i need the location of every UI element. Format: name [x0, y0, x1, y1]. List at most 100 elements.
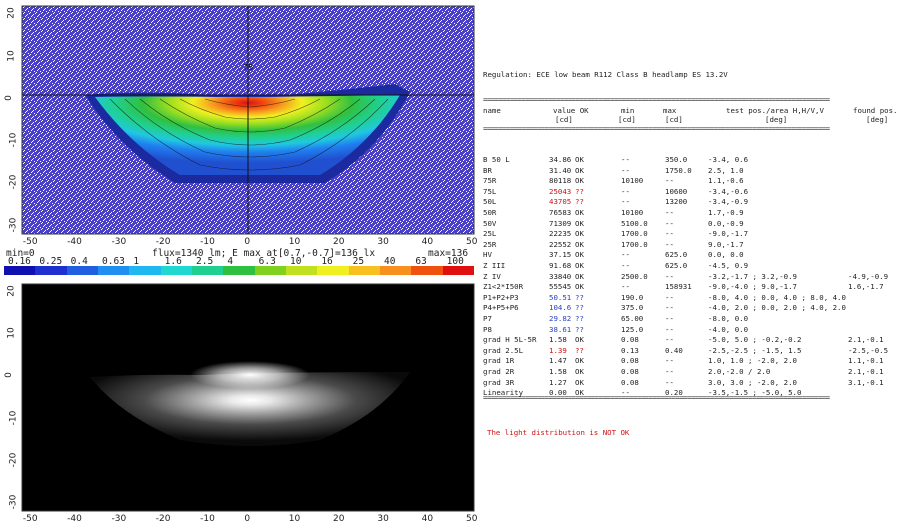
row-value: 0.00 — [549, 388, 567, 398]
unit-max: [cd] — [665, 115, 683, 124]
unit-test: [deg] — [765, 115, 788, 124]
row-min: -- — [621, 250, 630, 260]
col-found: found pos. — [853, 106, 898, 115]
x-tick-label: -20 — [155, 237, 171, 247]
result-row: 75L 25043?? -- 10600 -3.4,-0.6 — [483, 187, 893, 197]
x-tick-label: -30 — [111, 514, 127, 524]
row-name: P1+P2+P3 — [483, 292, 519, 302]
y-tick-label: 10 — [6, 327, 17, 340]
row-value: 31.40 — [549, 165, 572, 175]
result-row: grad 2R 1.58 OK 0.08 -- 2.0,-2.0 / 2.0 2.1,-0.… — [483, 367, 893, 377]
colorbar-swatch — [129, 266, 161, 275]
result-row: Z IV 33840 OK 2500.0 -- -3.2,-1.7 ; 3.2,-0.9 -… — [483, 272, 893, 282]
row-min: -- — [621, 155, 630, 164]
row-min: 125.0 — [621, 324, 644, 334]
result-row: Z III 91.68 OK -- 625.0 -4.5, 0.9 — [483, 261, 893, 271]
colorbar-label: 4 — [227, 256, 234, 267]
result-row: 50L 43705?? -- 13200 -3.4,-0.9 — [483, 197, 893, 207]
colorbar-label: 1.6 — [164, 256, 182, 267]
result-row: P1+P2+P3 50.51?? 190.0 -- -8.0, 4.0 ; 0.0, 4… — [483, 293, 893, 303]
result-row: HV 37.15 OK -- 625.0 0.0, 0.0 — [483, 250, 893, 260]
row-name: HV — [483, 250, 492, 260]
result-row: grad 3R 1.27 OK 0.08 -- 3.0, 3.0 ; -2.0, 2.0 3… — [483, 378, 893, 388]
colorbar-swatch — [4, 266, 36, 275]
row-value: 37.15 — [549, 250, 572, 260]
row-min: 5100.0 — [621, 218, 648, 228]
row-value: 1.58 — [549, 335, 567, 345]
row-max: -- — [665, 218, 674, 228]
row-ok: ?? — [575, 292, 584, 302]
result-row: P7 29.82?? 65.00 -- -8.0, 0.0 — [483, 314, 893, 324]
result-row: BR 31.40 OK -- 1750.0 2.5, 1.0 — [483, 166, 893, 176]
row-max: 1750.0 — [665, 165, 692, 175]
verdict-text: The light distribution is NOT OK — [487, 428, 630, 437]
row-max: -- — [665, 292, 674, 302]
colorbar-label: 6.3 — [258, 256, 276, 267]
colorbar — [4, 266, 474, 275]
colorbar-swatch — [317, 266, 349, 275]
colorbar-swatch — [254, 266, 286, 275]
colorbar-label: 0.16 — [8, 256, 31, 267]
row-ok: OK — [575, 165, 584, 175]
units-row: [cd] [cd] [cd] [deg] [deg] — [483, 115, 893, 125]
row-test: -3.2,-1.7 ; 3.2,-0.9 — [708, 271, 797, 281]
row-name: grad 2R — [483, 367, 515, 376]
row-test: 1.1,-0.6 — [708, 176, 744, 186]
col-max: max — [663, 106, 677, 115]
y-tick-label: -30 — [8, 217, 19, 232]
row-found: 1.1,-0.1 — [848, 356, 884, 366]
row-ok: OK — [575, 356, 584, 366]
row-ok: OK — [575, 229, 584, 239]
y-tick-label: 20 — [6, 7, 17, 20]
row-test: 1.7,-0.9 — [708, 208, 744, 217]
row-value: 76583 — [549, 208, 572, 217]
row-test: 3.0, 3.0 ; -2.0, 2.0 — [708, 377, 797, 387]
result-row: Z1<2*I50R 55545 OK -- 158931 -9.0,-4.0 ; 9.0,… — [483, 282, 893, 292]
x-tick-label: -50 — [22, 237, 38, 247]
unit-min: [cd] — [618, 115, 636, 124]
row-max: 158931 — [665, 282, 692, 292]
row-value: 22552 — [549, 239, 572, 249]
row-min: 10100 — [621, 208, 644, 217]
row-ok: OK — [575, 208, 584, 217]
row-value: 25043 — [549, 186, 572, 196]
x-tick-label: -40 — [67, 237, 82, 247]
row-test: -4.0, 0.0 — [708, 324, 749, 334]
row-test: -4.5, 0.9 — [708, 261, 749, 270]
unit-found: [deg] — [866, 115, 889, 124]
row-name: Z IV — [483, 271, 501, 281]
y-tick-label: 0 — [3, 95, 14, 101]
row-value: 38.61 — [549, 324, 572, 334]
row-test: 2.5, 1.0 — [708, 165, 744, 175]
row-min: 1700.0 — [621, 239, 648, 249]
row-min: 0.08 — [621, 377, 639, 387]
result-row: grad 1R 1.47 OK 0.08 -- 1.0, 1.0 ; -2.0, 2.0 1… — [483, 356, 893, 366]
row-value: 33840 — [549, 271, 572, 281]
row-min: 0.08 — [621, 367, 639, 376]
colorbar-label: 0.4 — [70, 256, 88, 267]
x-tick-label: -40 — [67, 514, 82, 524]
row-value: 1.47 — [549, 356, 567, 366]
luminance-svg — [21, 283, 475, 512]
row-min: 1700.0 — [621, 229, 648, 239]
row-ok: OK — [575, 367, 584, 376]
row-value: 34.86 — [549, 155, 572, 164]
row-test: -8.0, 0.0 — [708, 314, 749, 323]
y-tick-label: -10 — [8, 410, 19, 425]
result-row: P8 38.61?? 125.0 -- -4.0, 0.0 — [483, 325, 893, 335]
x-tick-label: 0 — [244, 514, 251, 524]
row-ok: ?? — [575, 197, 584, 207]
row-max: 10600 — [665, 186, 688, 196]
row-min: 190.0 — [621, 292, 644, 302]
row-min: 65.00 — [621, 314, 644, 323]
row-name: 75R — [483, 176, 497, 186]
y-tick-label: 0 — [3, 372, 14, 379]
row-max: 0.40 — [665, 345, 683, 355]
row-min: 375.0 — [621, 303, 644, 313]
header-row: name value OK min max test pos./area H,H… — [483, 106, 898, 116]
row-ok: ?? — [575, 314, 584, 323]
row-name: P7 — [483, 314, 492, 323]
row-ok: OK — [575, 388, 584, 398]
result-row: P4+P5+P6 104.6?? 375.0 -- -4.0, 2.0 ; 0.0, 2… — [483, 303, 893, 313]
row-max: -- — [665, 239, 674, 249]
